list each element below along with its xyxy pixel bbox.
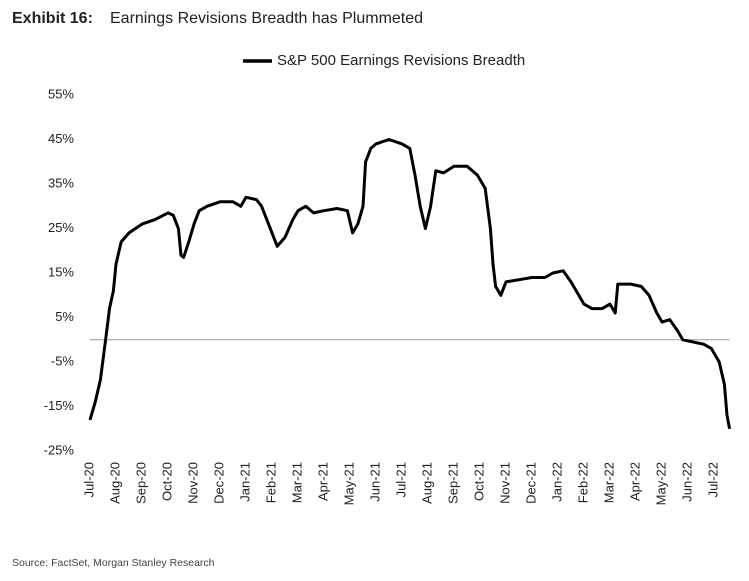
x-tick-label: Dec-21 (523, 462, 538, 504)
x-tick-label: Nov-21 (497, 462, 512, 504)
chart-title: Earnings Revisions Breadth has Plummeted (110, 10, 423, 27)
x-tick-label: Apr-22 (627, 462, 642, 501)
y-tick-label: 5% (55, 309, 74, 324)
y-tick-label: 25% (48, 220, 74, 235)
y-tick-label: 15% (48, 264, 74, 279)
y-tick-label: -5% (51, 353, 75, 368)
x-tick-label: Aug-20 (107, 462, 122, 504)
x-tick-label: Oct-20 (159, 462, 174, 501)
x-tick-label: Oct-21 (471, 462, 486, 501)
x-tick-label: Nov-20 (185, 462, 200, 504)
source-note: Source: FactSet, Morgan Stanley Research (12, 557, 215, 569)
x-tick-label: Aug-21 (419, 462, 434, 504)
x-tick-label: May-22 (653, 462, 668, 505)
series-line (88, 138, 732, 430)
x-tick-label: Mar-21 (289, 462, 304, 503)
x-tick-label: Jan-21 (237, 462, 252, 502)
x-tick-label: Sep-20 (133, 462, 148, 504)
exhibit-label: Exhibit 16: (12, 10, 93, 27)
x-tick-label: Mar-22 (601, 462, 616, 503)
x-tick-label: Feb-22 (575, 462, 590, 503)
y-tick-label: -15% (44, 398, 75, 413)
x-tick-label: Feb-21 (263, 462, 278, 503)
x-tick-label: Jul-21 (393, 462, 408, 497)
y-tick-label: -25% (44, 442, 75, 457)
x-tick-label: Jun-21 (367, 462, 382, 502)
x-tick-label: Jan-22 (549, 462, 564, 502)
x-tick-label: Jul-22 (705, 462, 720, 497)
y-tick-label: 45% (48, 131, 74, 146)
x-tick-label: Jun-22 (679, 462, 694, 502)
x-tick-label: Dec-20 (211, 462, 226, 504)
x-tick-label: Apr-21 (315, 462, 330, 501)
x-tick-label: Sep-21 (445, 462, 460, 504)
x-tick-label: Jul-20 (81, 462, 96, 497)
legend-label: S&P 500 Earnings Revisions Breadth (277, 52, 525, 69)
y-tick-label: 55% (48, 86, 74, 101)
x-tick-label: May-21 (341, 462, 356, 505)
y-tick-label: 35% (48, 175, 74, 190)
